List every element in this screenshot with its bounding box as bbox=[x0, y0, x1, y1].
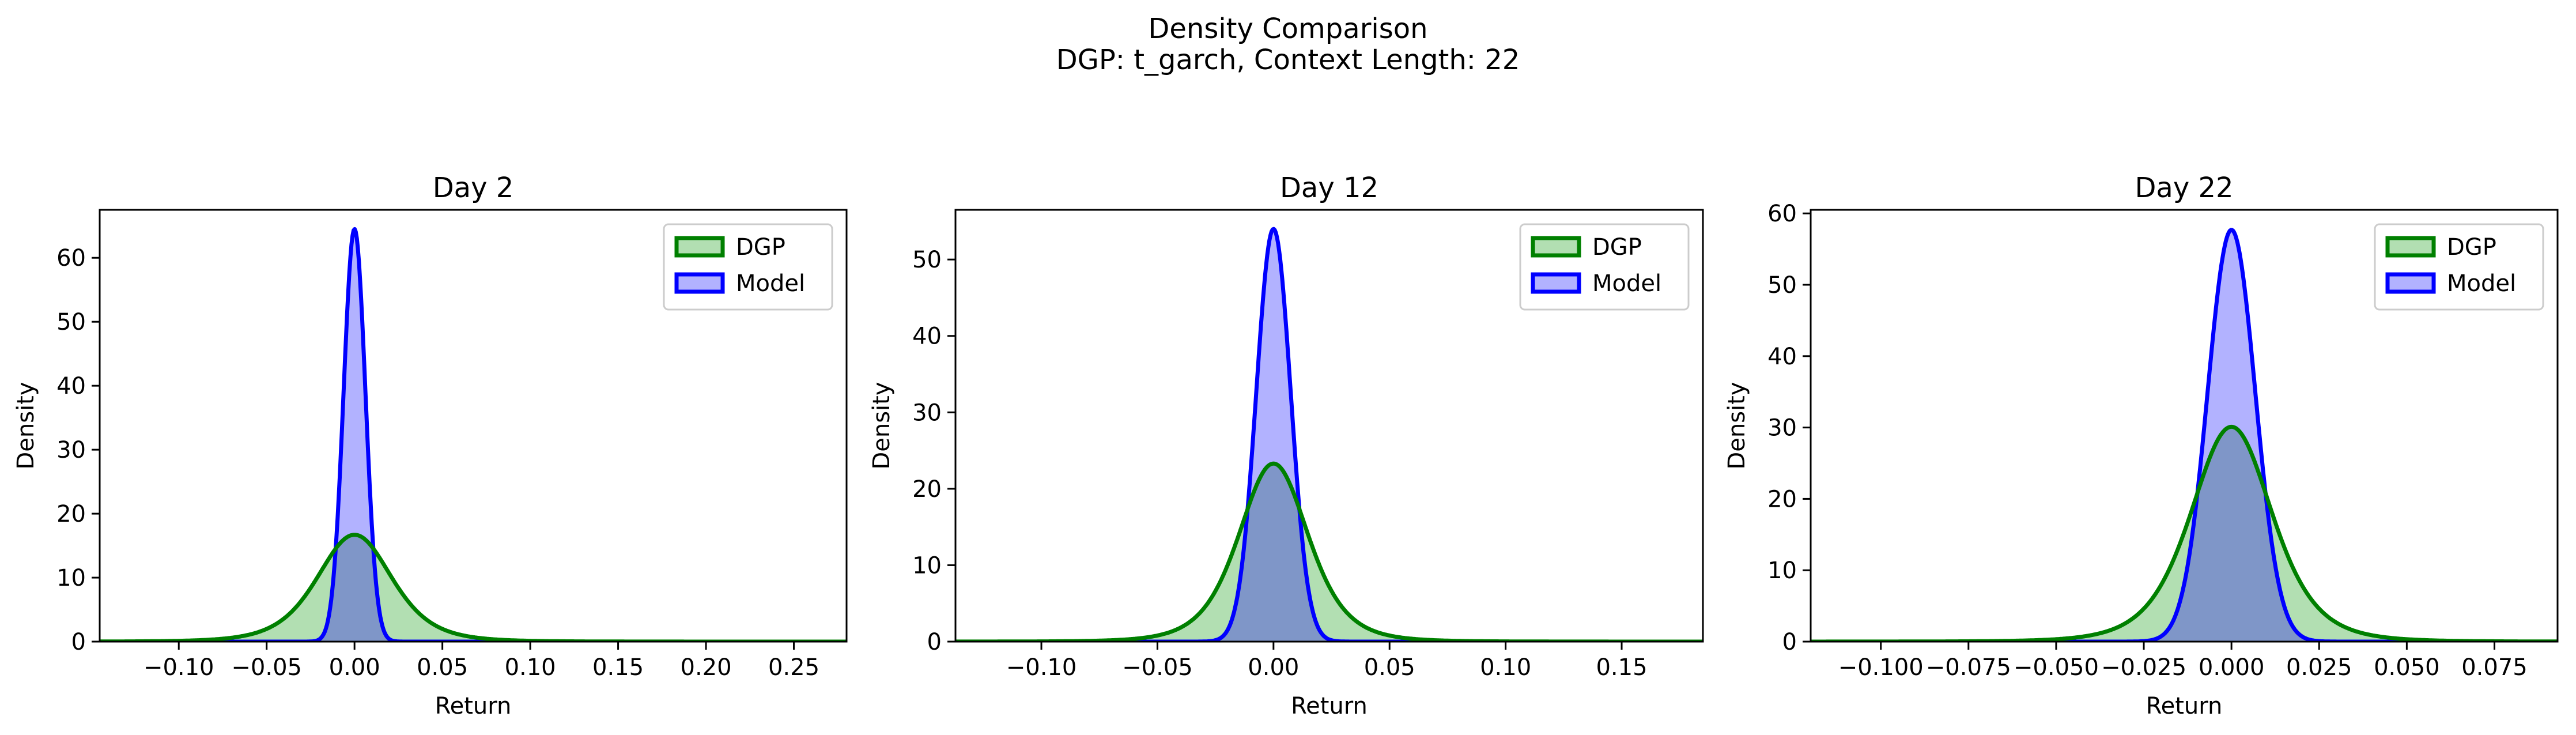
y-axis-label: Density bbox=[1724, 382, 1750, 469]
legend-label-model: Model bbox=[2447, 270, 2516, 297]
x-tick-label: 0.05 bbox=[417, 654, 468, 681]
y-tick-label: 10 bbox=[912, 552, 942, 579]
figure-subtitle: DGP: t_garch, Context Length: 22 bbox=[1056, 44, 1520, 76]
x-tick-label: 0.025 bbox=[2286, 654, 2352, 681]
x-tick-label: 0.10 bbox=[1480, 654, 1531, 681]
x-tick-label: −0.10 bbox=[1006, 654, 1077, 681]
y-tick-label: 40 bbox=[1767, 344, 1797, 370]
y-tick-label: 10 bbox=[1767, 557, 1797, 584]
legend-swatch-dgp bbox=[2385, 236, 2436, 258]
y-tick-label: 60 bbox=[1767, 201, 1797, 227]
dgp-density-line bbox=[100, 533, 847, 642]
x-tick-label: 0.15 bbox=[592, 654, 644, 681]
x-tick-label: −0.050 bbox=[2014, 654, 2099, 681]
y-tick-label: 50 bbox=[912, 247, 942, 273]
legend: DGP Model bbox=[1519, 223, 1690, 311]
x-tick-label: 0.25 bbox=[768, 654, 819, 681]
y-tick-label: 50 bbox=[1767, 272, 1797, 299]
y-tick-label: 0 bbox=[927, 629, 942, 655]
axes-frame bbox=[99, 209, 848, 643]
model-density-line bbox=[1811, 228, 2558, 642]
y-tick-label: 20 bbox=[912, 476, 942, 503]
dgp-density-fill bbox=[955, 463, 1703, 642]
subplot-1: −0.10 −0.05 0.00 0.05 0.10 0.15 0.20 0.25 0 10 20 3… bbox=[13, 172, 848, 719]
x-axis-label: Return bbox=[1291, 693, 1368, 719]
legend-swatch-model bbox=[2385, 272, 2436, 294]
overlap-fill bbox=[1811, 427, 2558, 642]
legend-label-model: Model bbox=[736, 270, 805, 297]
y-tick-label: 50 bbox=[56, 309, 86, 336]
dgp-density-fill bbox=[100, 534, 847, 642]
figure-title: Density Comparison bbox=[1148, 13, 1428, 45]
y-tick-label: 0 bbox=[1782, 629, 1797, 655]
subplot-title: Day 2 bbox=[433, 172, 514, 204]
subplot-2: −0.10 −0.05 0.00 0.05 0.10 0.15 0 10 20 30 40 50 Day… bbox=[868, 172, 1704, 719]
x-tick-label: 0.15 bbox=[1596, 654, 1647, 681]
x-tick-label: 0.00 bbox=[329, 654, 380, 681]
y-tick-label: 40 bbox=[56, 373, 86, 399]
overlap-fill bbox=[100, 534, 847, 642]
x-tick-label: −0.05 bbox=[1122, 654, 1193, 681]
axes-frame bbox=[1810, 209, 2559, 643]
y-tick-label: 0 bbox=[71, 629, 86, 655]
legend-swatch-dgp bbox=[674, 236, 725, 258]
y-tick-label: 10 bbox=[56, 565, 86, 591]
axes-frame bbox=[954, 209, 1704, 643]
x-axis-label: Return bbox=[435, 693, 512, 719]
legend-swatch-model bbox=[674, 272, 725, 294]
x-tick-label: 0.050 bbox=[2374, 654, 2440, 681]
subplot-title: Day 12 bbox=[1280, 172, 1378, 204]
x-tick-label: 0.000 bbox=[2199, 654, 2265, 681]
legend: DGP Model bbox=[663, 223, 833, 311]
y-tick-label: 40 bbox=[912, 323, 942, 350]
y-axis-label: Density bbox=[868, 382, 895, 469]
x-tick-label: −0.075 bbox=[1926, 654, 2011, 681]
legend-label-dgp: DGP bbox=[1592, 234, 1642, 261]
legend: DGP Model bbox=[2374, 223, 2544, 311]
y-tick-label: 30 bbox=[1767, 415, 1797, 442]
x-tick-label: 0.05 bbox=[1364, 654, 1415, 681]
x-tick-label: −0.05 bbox=[231, 654, 302, 681]
x-tick-label: −0.025 bbox=[2101, 654, 2186, 681]
x-axis-label: Return bbox=[2146, 693, 2223, 719]
model-density-line bbox=[955, 227, 1703, 642]
x-tick-label: −0.10 bbox=[143, 654, 214, 681]
subplot-title: Day 22 bbox=[2135, 172, 2233, 204]
legend-label-model: Model bbox=[1592, 270, 1661, 297]
x-tick-label: −0.100 bbox=[1838, 654, 1924, 681]
subplot-3: −0.100 −0.075 −0.050 −0.025 0.000 0.025 0.050 0… bbox=[1724, 172, 2559, 719]
legend-swatch-dgp bbox=[1531, 236, 1581, 258]
x-tick-label: 0.075 bbox=[2461, 654, 2528, 681]
y-tick-label: 20 bbox=[56, 501, 86, 527]
x-tick-label: 0.20 bbox=[681, 654, 732, 681]
y-tick-label: 30 bbox=[56, 437, 86, 463]
x-tick-label: 0.10 bbox=[505, 654, 556, 681]
legend-label-dgp: DGP bbox=[736, 234, 785, 261]
legend-swatch-model bbox=[1531, 272, 1581, 294]
y-tick-label: 20 bbox=[1767, 486, 1797, 512]
y-axis-label: Density bbox=[13, 382, 39, 469]
plot-area bbox=[100, 227, 847, 642]
x-tick-label: 0.00 bbox=[1248, 654, 1299, 681]
y-tick-label: 30 bbox=[912, 399, 942, 426]
legend-label-dgp: DGP bbox=[2447, 234, 2496, 261]
y-tick-label: 60 bbox=[56, 245, 86, 272]
